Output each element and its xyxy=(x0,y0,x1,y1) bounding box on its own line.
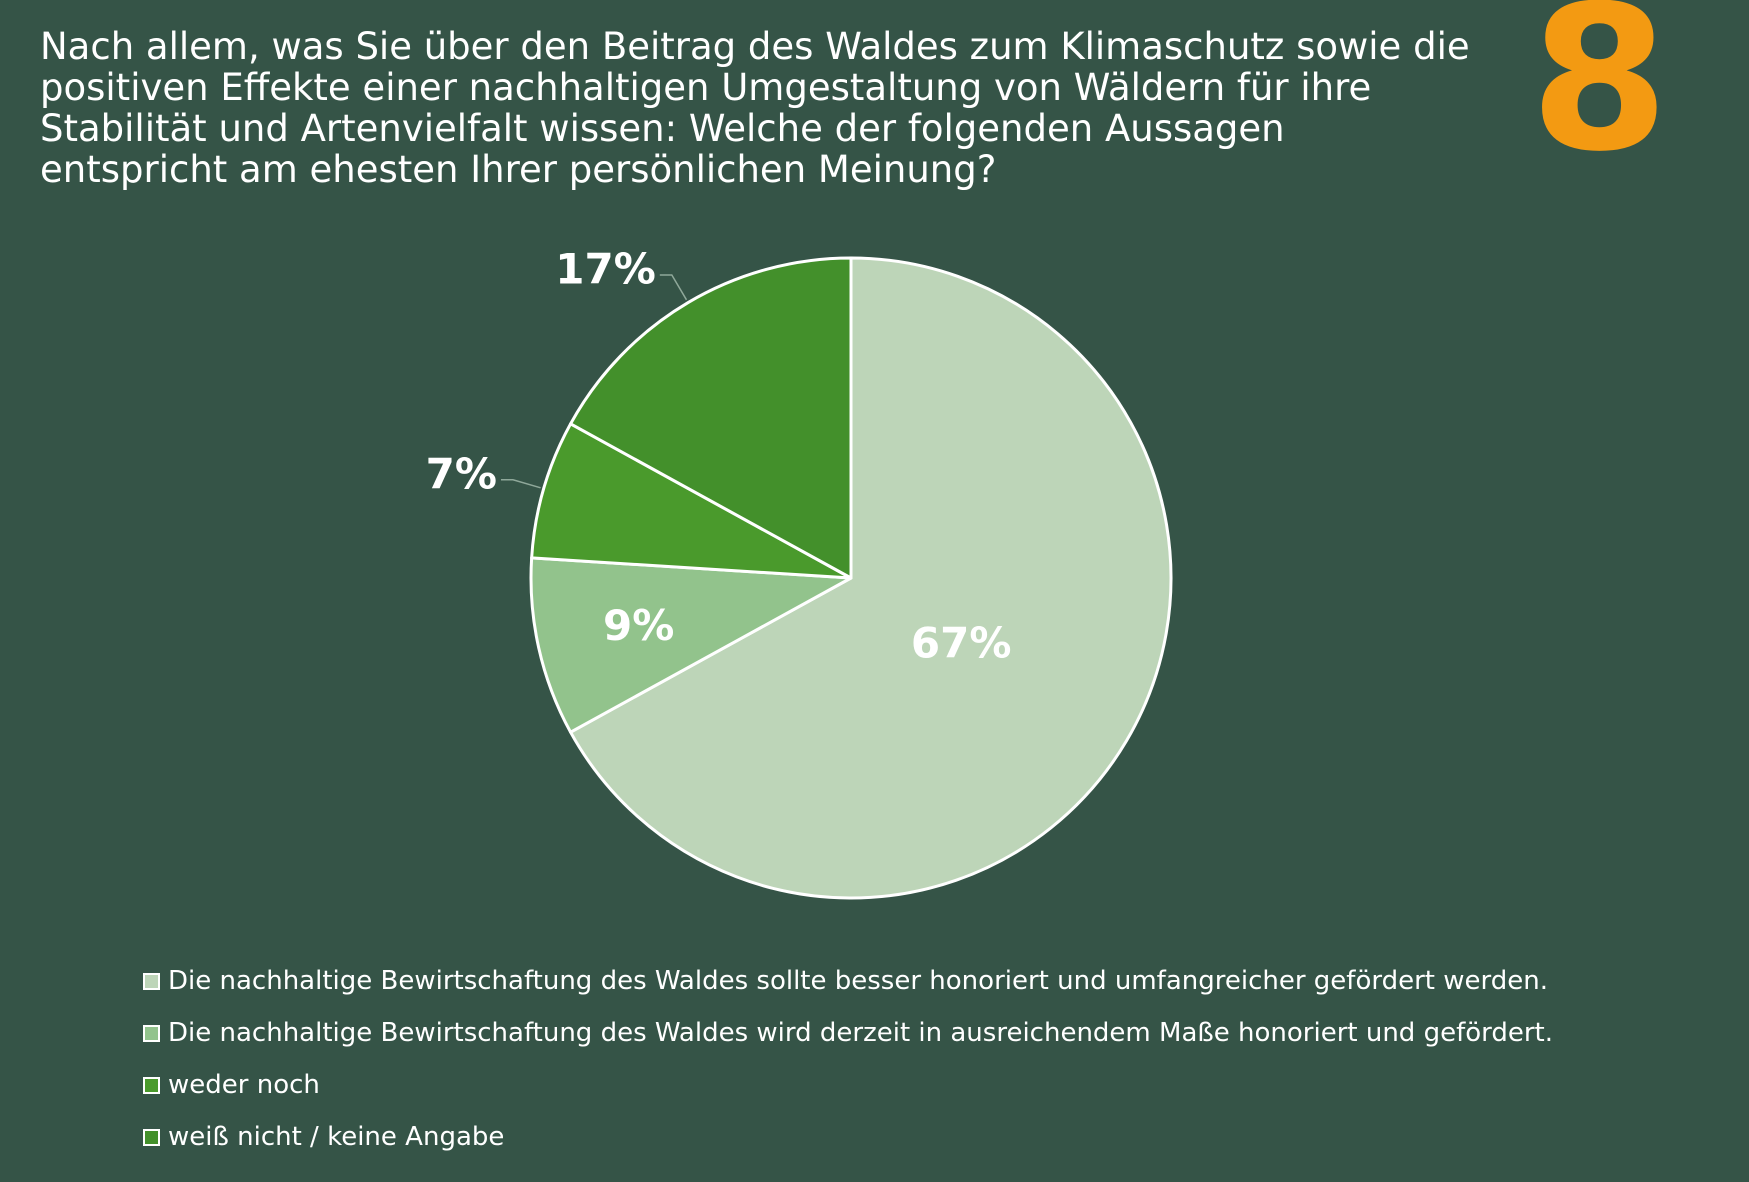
legend-label: weder noch xyxy=(168,1070,320,1100)
legend-swatch xyxy=(143,972,160,990)
legend-item: weiß nicht / keine Angabe xyxy=(143,1111,1553,1163)
question-title: Nach allem, was Sie über den Beitrag des… xyxy=(40,25,1470,191)
pie-labels: 67% 9% 7% 17% xyxy=(426,245,1012,668)
pie-value-label-2: 9% xyxy=(603,601,674,650)
pie-slices xyxy=(529,256,1173,900)
legend-label: weiß nicht / keine Angabe xyxy=(168,1122,505,1152)
legend-item: Die nachhaltige Bewirtschaftung des Wald… xyxy=(143,1007,1553,1059)
legend-label: Die nachhaltige Bewirtschaftung des Wald… xyxy=(168,966,1548,996)
legend-swatch xyxy=(143,1076,160,1094)
pie-value-label-3: 7% xyxy=(426,449,497,498)
pie-slice-3 xyxy=(530,422,853,580)
chart-legend: Die nachhaltige Bewirtschaftung des Wald… xyxy=(143,955,1553,1163)
pie-slice-1 xyxy=(569,256,1173,900)
pie-leader-line-3 xyxy=(500,479,541,489)
slide-number: 8 xyxy=(1529,0,1669,196)
pie-leader-line-4 xyxy=(659,274,688,301)
legend-swatch xyxy=(143,1128,160,1146)
legend-swatch xyxy=(143,1024,160,1042)
pie-slice-4 xyxy=(569,256,853,580)
legend-item: Die nachhaltige Bewirtschaftung des Wald… xyxy=(143,955,1553,1007)
legend-item: weder noch xyxy=(143,1059,1553,1111)
pie-value-label-4: 17% xyxy=(555,245,656,294)
pie-slice-2 xyxy=(529,556,853,734)
pie-value-label-1: 67% xyxy=(911,619,1012,668)
legend-label: Die nachhaltige Bewirtschaftung des Wald… xyxy=(168,1018,1554,1048)
